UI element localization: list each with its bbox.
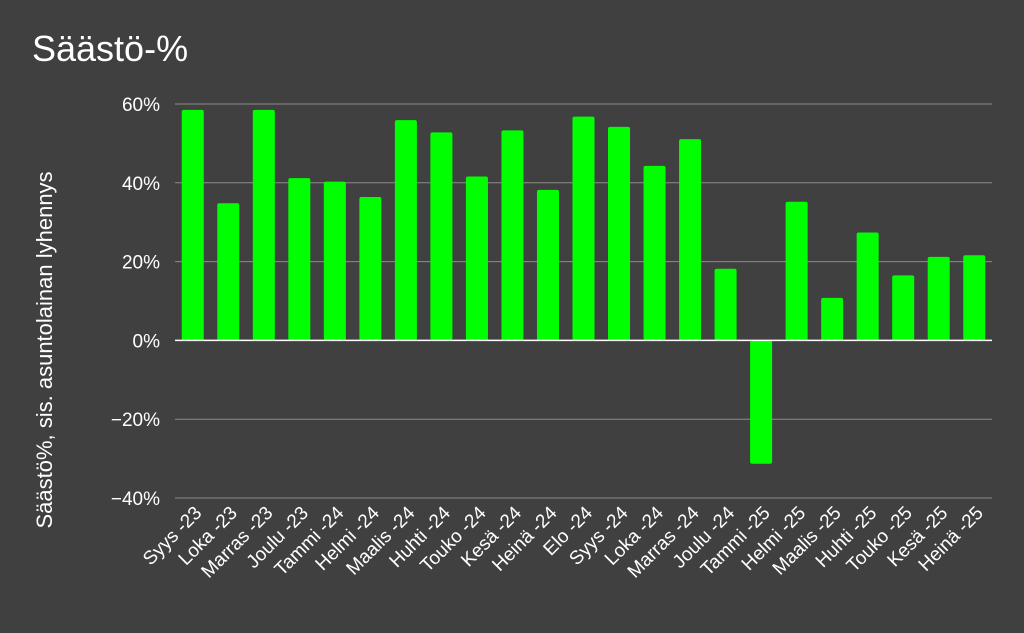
bar: [217, 203, 240, 341]
bar: [465, 176, 488, 341]
bar: [714, 268, 737, 341]
bar: [679, 139, 702, 341]
y-tick-label: −40%: [111, 489, 160, 510]
bar: [536, 189, 559, 341]
bar: [501, 130, 524, 341]
bar: [181, 109, 204, 341]
y-tick-label: 0%: [133, 331, 161, 352]
bar: [892, 275, 915, 341]
bar: [572, 116, 595, 341]
bar: [821, 297, 844, 341]
bar: [288, 178, 311, 341]
y-axis-title: Säästö%, sis. asuntolainan lyhennys: [32, 171, 57, 528]
bar: [430, 132, 453, 341]
bars: [181, 109, 986, 464]
bar: [963, 255, 986, 341]
y-tick-labels: 60% 40% 20% 0% −20% −40%: [111, 95, 160, 510]
bar: [252, 109, 275, 341]
y-tick-label: −20%: [111, 410, 160, 431]
bar: [394, 120, 417, 341]
bar: [785, 201, 808, 341]
bar: [927, 256, 950, 341]
bar: [608, 126, 631, 341]
bar: [750, 340, 773, 464]
y-tick-label: 40%: [122, 174, 160, 195]
chart-title: Säästö-%: [32, 28, 189, 69]
y-tick-label: 60%: [122, 95, 160, 116]
bar: [323, 181, 346, 341]
y-tick-label: 20%: [122, 253, 160, 274]
bar: [359, 196, 382, 341]
bar: [643, 165, 666, 341]
bar: [856, 232, 879, 341]
